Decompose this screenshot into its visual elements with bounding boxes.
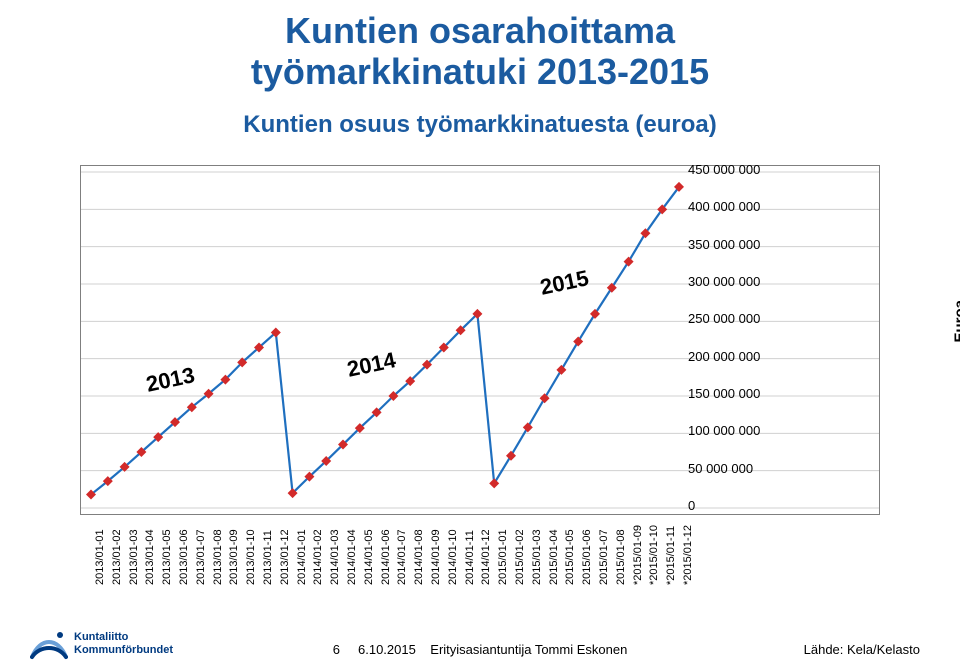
slide: Kuntien osarahoittama työmarkkinatuki 20… [0, 0, 960, 669]
x-tick-label: 2014/01-10 [447, 529, 459, 585]
logo-line2: Kommunförbundet [74, 644, 173, 657]
title-line1: Kuntien osarahoittama [285, 10, 675, 51]
y-tick-label: 300 000 000 [688, 274, 760, 289]
y-tick-label: 100 000 000 [688, 423, 760, 438]
x-tick-label: 2015/01-02 [514, 529, 526, 585]
x-tick-label: 2013/01-12 [279, 529, 291, 585]
footer-center: 6 6.10.2015 Erityisasiantuntija Tommi Es… [333, 642, 628, 657]
x-tick-label: 2015/01-01 [497, 529, 509, 585]
x-tick-label: 2013/01-06 [178, 529, 190, 585]
x-tick-label: 2013/01-08 [212, 529, 224, 585]
x-tick-label: 2013/01-07 [195, 529, 207, 585]
y-tick-label: 450 000 000 [688, 162, 760, 177]
x-tick-label: 2015/01-07 [598, 529, 610, 585]
line-chart [80, 165, 880, 515]
logo-text: Kuntaliitto Kommunförbundet [74, 631, 173, 657]
x-tick-label: 2014/01-08 [413, 529, 425, 585]
y-tick-label: 200 000 000 [688, 349, 760, 364]
x-tick-label: 2013/01-03 [128, 529, 140, 585]
y-tick-label: 0 [688, 498, 695, 513]
x-tick-label: *2015/01-12 [682, 525, 694, 585]
x-tick-label: 2013/01-02 [111, 529, 123, 585]
x-tick-label: 2014/01-06 [380, 529, 392, 585]
y-tick-label: 250 000 000 [688, 311, 760, 326]
x-tick-label: 2014/01-09 [430, 529, 442, 585]
x-tick-label: 2013/01-11 [262, 530, 274, 585]
x-tick-label: 2014/01-07 [396, 529, 408, 585]
x-tick-label: 2013/01-09 [228, 529, 240, 585]
slide-footer: Kuntaliitto Kommunförbundet 6 6.10.2015 … [0, 623, 960, 669]
logo-line1: Kuntaliitto [74, 631, 173, 644]
slide-title: Kuntien osarahoittama työmarkkinatuki 20… [0, 0, 960, 93]
x-tick-label: 2013/01-04 [144, 529, 156, 585]
x-tick-label: 2015/01-05 [564, 529, 576, 585]
title-line2: työmarkkinatuki 2013-2015 [251, 51, 709, 92]
x-tick-label: 2014/01-12 [480, 529, 492, 585]
y-tick-label: 350 000 000 [688, 237, 760, 252]
page-number: 6 [333, 642, 340, 657]
footer-author: Erityisasiantuntija Tommi Eskonen [430, 642, 627, 657]
x-tick-label: 2014/01-11 [464, 530, 476, 585]
x-tick-label: *2015/01-10 [648, 525, 660, 585]
x-tick-label: 2014/01-04 [346, 529, 358, 585]
y-axis-title: Euroa [952, 300, 960, 343]
x-tick-label: 2015/01-06 [581, 529, 593, 585]
x-tick-label: 2015/01-03 [531, 529, 543, 585]
y-tick-label: 50 000 000 [688, 461, 753, 476]
x-tick-label: 2015/01-04 [548, 529, 560, 585]
y-tick-label: 150 000 000 [688, 386, 760, 401]
kuntaliitto-logo: Kuntaliitto Kommunförbundet [30, 627, 173, 661]
x-tick-label: 2013/01-05 [161, 529, 173, 585]
x-tick-label: 2014/01-03 [329, 529, 341, 585]
chart-subtitle: Kuntien osuus työmarkkinatuesta (euroa) [0, 111, 960, 139]
x-tick-label: *2015/01-09 [632, 525, 644, 585]
y-tick-label: 400 000 000 [688, 199, 760, 214]
x-tick-label: 2014/01-05 [363, 529, 375, 585]
x-tick-label: 2015/01-08 [615, 529, 627, 585]
footer-date: 6.10.2015 [358, 642, 416, 657]
footer-source: Lähde: Kela/Kelasto [804, 642, 920, 657]
x-tick-label: 2014/01-01 [296, 529, 308, 585]
x-tick-label: 2013/01-01 [94, 529, 106, 585]
x-tick-label: 2014/01-02 [312, 529, 324, 585]
x-tick-label: 2013/01-10 [245, 529, 257, 585]
x-tick-label: *2015/01-11 [665, 526, 677, 585]
